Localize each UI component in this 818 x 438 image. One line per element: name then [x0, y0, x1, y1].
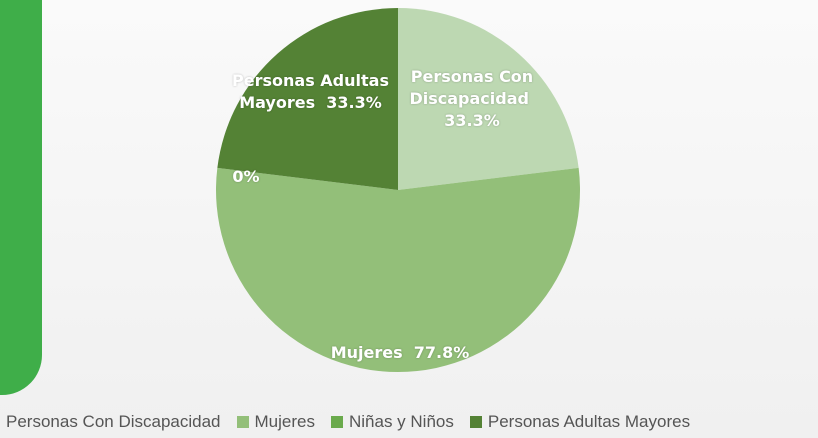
legend-label: Personas Adultas Mayores: [487, 412, 691, 431]
slice-label: 0%: [226, 166, 266, 188]
legend-item: Personas Adultas Mayores: [469, 412, 691, 432]
legend-item: Niñas y Niños: [330, 412, 454, 432]
slice-label: Mujeres 77.8%: [300, 342, 500, 364]
legend-item: Personas Con Discapacidad: [0, 412, 221, 432]
legend-label: Personas Con Discapacidad: [6, 412, 221, 431]
category-label: Mujeres: [330, 343, 403, 362]
legend-swatch: [469, 416, 482, 428]
legend-swatch: [236, 416, 249, 428]
legend: Personas Con Discapacidad Mujeres Niñas y …: [0, 412, 690, 432]
value-label: 33.3%: [326, 93, 382, 112]
value-label: 0%: [232, 167, 260, 186]
value-label: 77.8%: [413, 343, 470, 362]
legend-swatch: [330, 416, 343, 428]
slice-label: Personas Adultas Mayores 33.3%: [218, 70, 403, 114]
pie-slice: [216, 167, 581, 373]
side-bar: [0, 0, 42, 395]
category-label: Personas Con Discapacidad: [409, 67, 534, 108]
pie-slice: [398, 8, 579, 190]
category-label: Personas Adultas Mayores: [232, 71, 389, 112]
legend-label: Mujeres: [254, 412, 315, 431]
legend-item: Mujeres: [236, 412, 315, 432]
value-label: 33.3%: [444, 111, 500, 130]
slice-label: Personas Con Discapacidad 33.3%: [402, 66, 542, 132]
pie-slice: [217, 8, 398, 190]
legend-label: Niñas y Niños: [348, 412, 454, 431]
